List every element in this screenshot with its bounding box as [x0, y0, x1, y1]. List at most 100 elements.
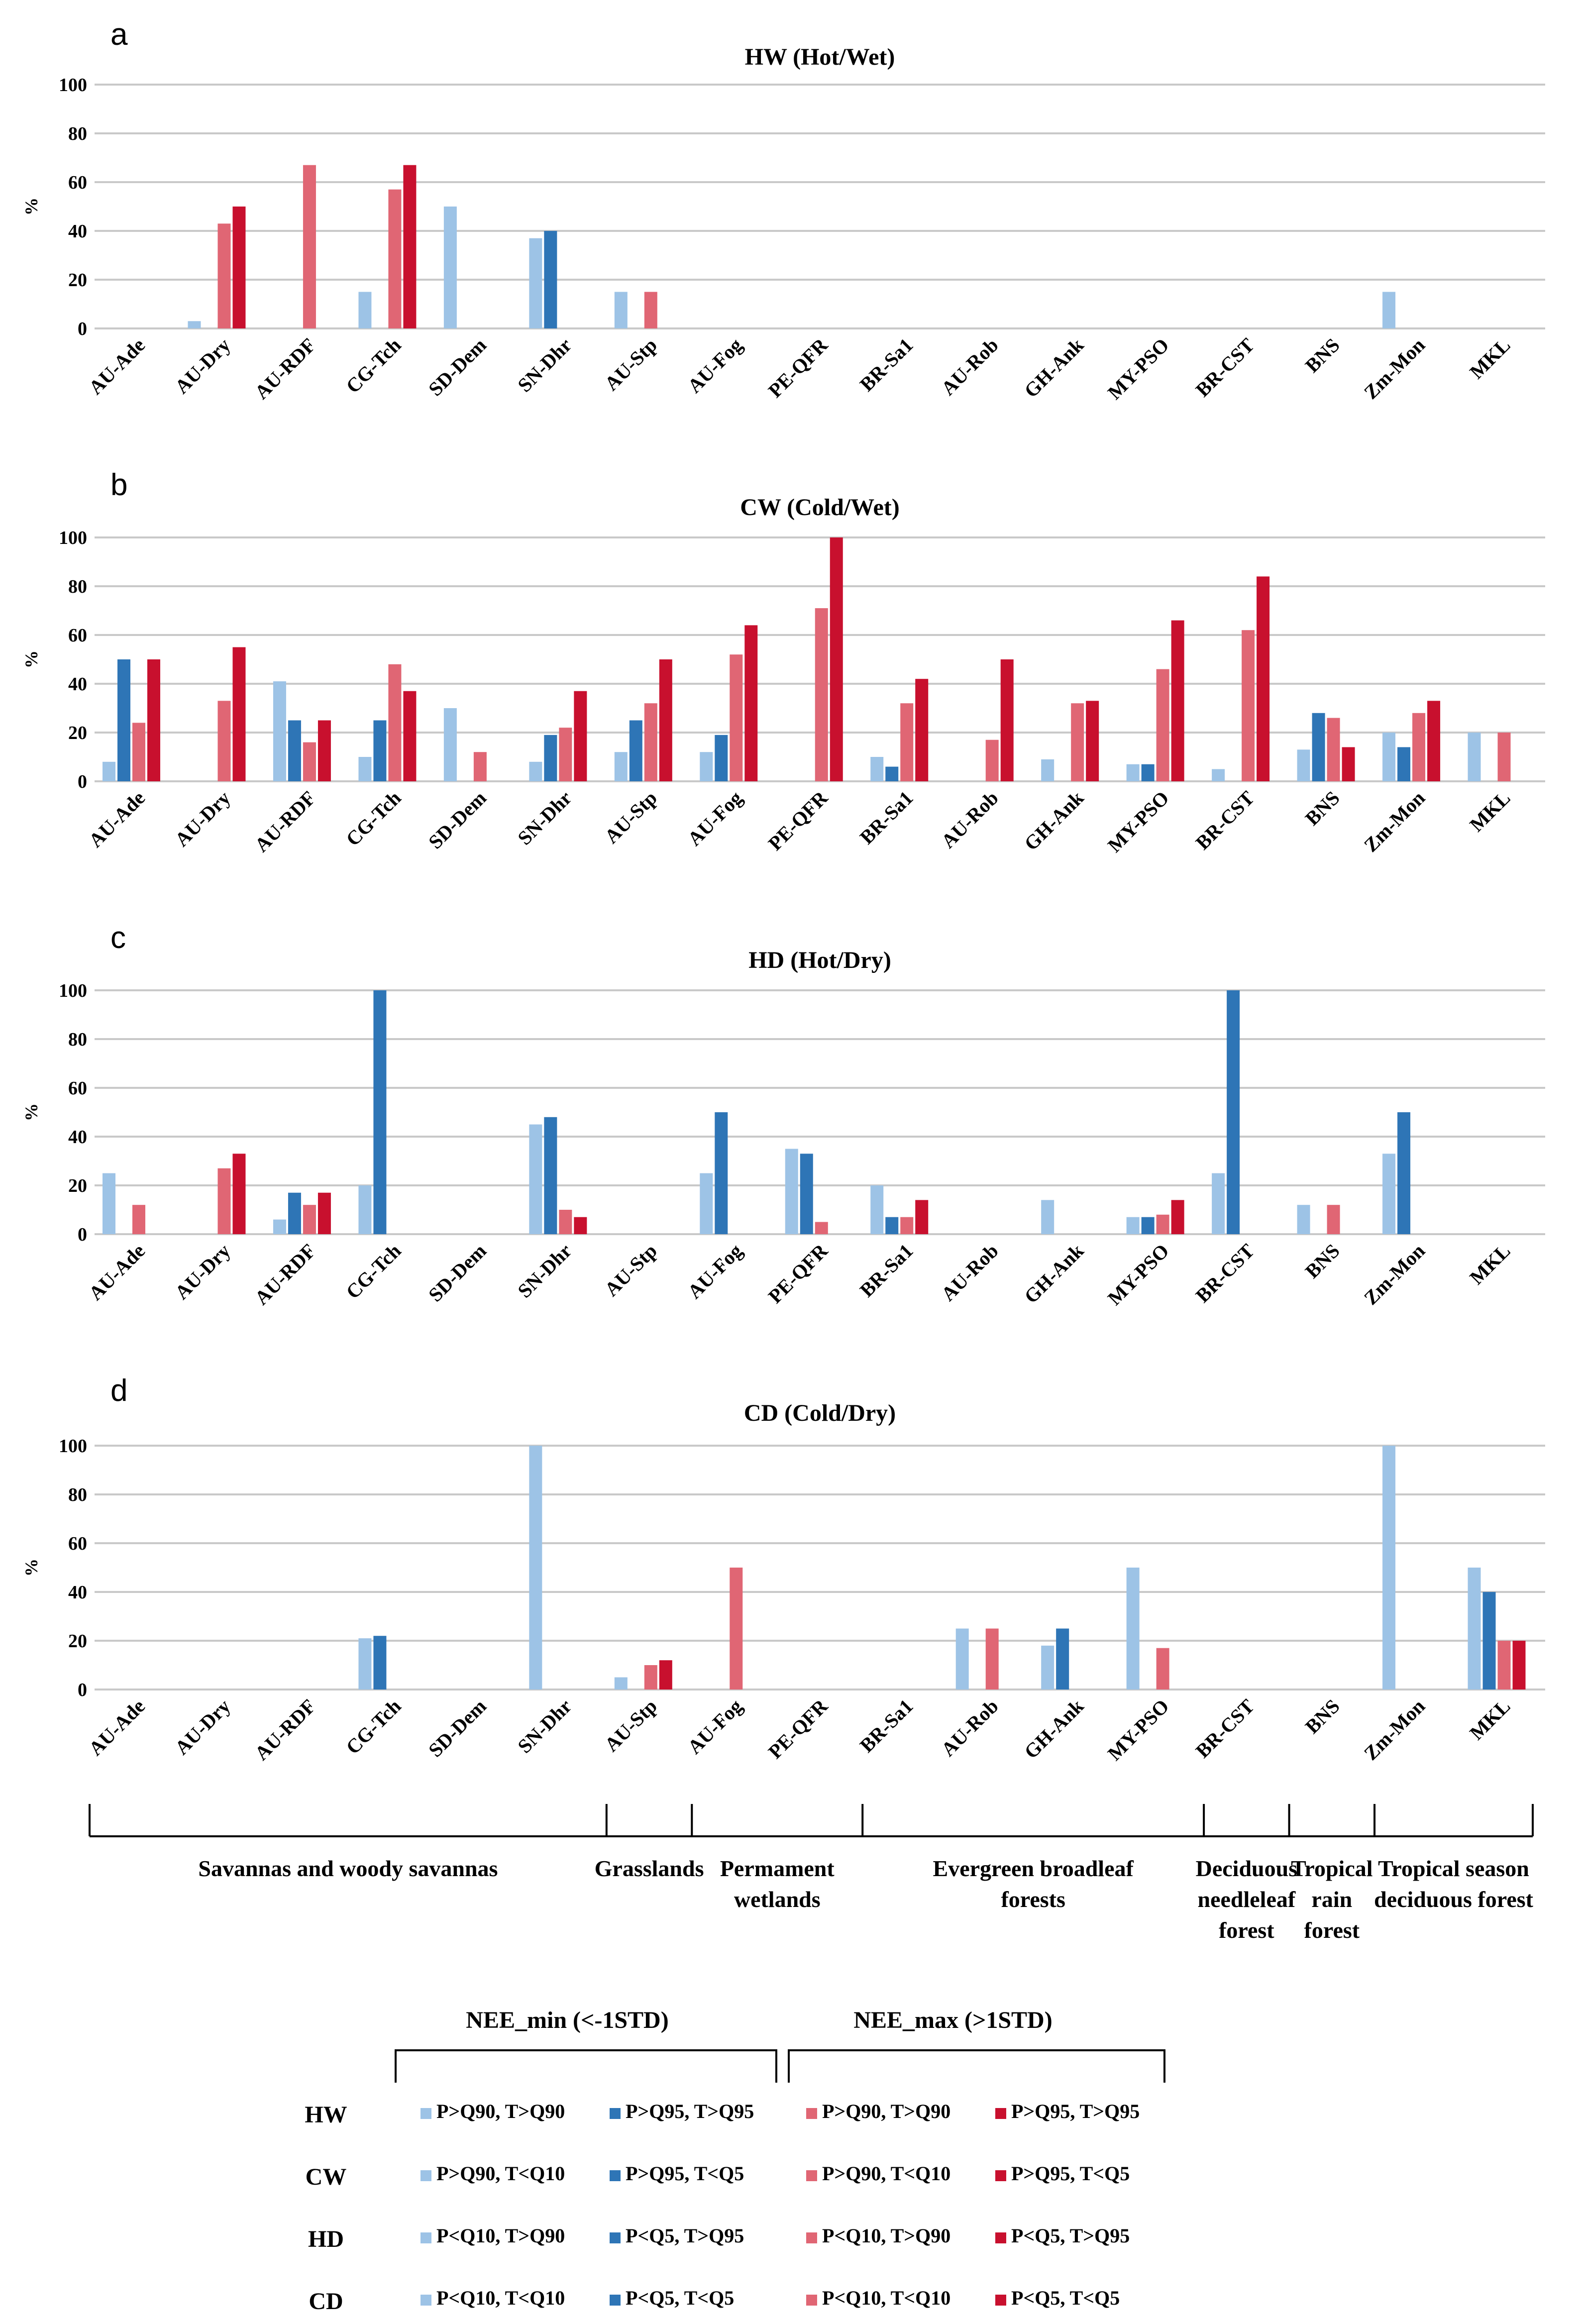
- panel-letter: b: [110, 468, 127, 502]
- x-tick-label: BR-CST: [1191, 333, 1259, 401]
- y-tick-label: 0: [78, 1224, 87, 1245]
- x-tick-label: SD-Dem: [424, 1240, 491, 1306]
- bar-AU-Stp-series-1: [614, 1677, 628, 1690]
- bar-AU-Dry-series-4: [232, 207, 246, 328]
- x-tick-label: MKL: [1465, 334, 1514, 383]
- bar-Zm-Mon-series-4: [1427, 701, 1441, 781]
- bar-AU-Fog-series-2: [715, 735, 728, 781]
- bar-CG-Tch-series-2: [373, 1636, 387, 1690]
- x-tick-label: MY-PSO: [1103, 1695, 1173, 1765]
- x-tick-label: MY-PSO: [1103, 334, 1173, 404]
- legend-entry-label: P>Q95, T>Q95: [626, 2100, 754, 2122]
- bar-AU-Dry-series-3: [217, 1168, 231, 1234]
- bar-AU-Stp-series-3: [644, 703, 657, 781]
- x-tick-label: AU-Fog: [683, 1240, 747, 1303]
- x-tick-label: SD-Dem: [424, 787, 491, 853]
- bar-Zm-Mon-series-1: [1382, 1154, 1396, 1234]
- bar-AU-Rob-series-1: [955, 1628, 969, 1690]
- y-tick-label: 60: [68, 1078, 87, 1099]
- group-label: Grasslands: [595, 1856, 704, 1881]
- legend-entry-label: P<Q10, T>Q90: [436, 2224, 565, 2247]
- legend-swatch: [610, 2295, 621, 2306]
- legend-header-nee-min: NEE_min (<-1STD): [466, 2007, 668, 2033]
- bar-AU-Dry-series-3: [217, 223, 231, 328]
- bar-MY-PSO-series-4: [1171, 620, 1184, 781]
- bar-MKL-series-2: [1482, 1592, 1496, 1690]
- y-axis-label: %: [21, 650, 41, 668]
- legend-swatch: [806, 2108, 817, 2119]
- x-tick-label: AU-Stp: [600, 1240, 661, 1301]
- bar-BR-CST-series-2: [1227, 990, 1240, 1234]
- bar-AU-Ade-series-3: [132, 723, 145, 781]
- x-tick-label: PE-QFR: [764, 1239, 833, 1308]
- bar-SN-Dhr-series-4: [574, 691, 587, 781]
- y-tick-label: 100: [59, 1436, 87, 1457]
- bar-AU-RDF-series-3: [303, 1205, 316, 1234]
- bar-MY-PSO-series-2: [1141, 1217, 1155, 1234]
- group-label: Tropical season: [1378, 1856, 1529, 1881]
- x-tick-label: AU-Fog: [683, 787, 747, 850]
- x-tick-label: AU-Fog: [683, 1695, 747, 1759]
- bar-AU-Ade-series-3: [132, 1205, 145, 1234]
- y-tick-label: 100: [59, 528, 87, 548]
- x-tick-label: SD-Dem: [424, 1695, 491, 1762]
- legend-swatch: [995, 2232, 1006, 2243]
- bar-AU-Stp-series-1: [614, 752, 628, 781]
- bar-SN-Dhr-series-1: [529, 1446, 542, 1690]
- legend-entry-label: P>Q95, T<Q5: [626, 2162, 744, 2185]
- panel-title: CD (Cold/Dry): [744, 1400, 896, 1426]
- group-label: Tropical: [1291, 1856, 1372, 1881]
- bar-AU-RDF-series-2: [288, 1192, 301, 1234]
- y-tick-label: 80: [68, 1484, 87, 1505]
- x-tick-label: BR-CST: [1191, 1239, 1259, 1307]
- x-tick-label: Zm-Mon: [1360, 787, 1429, 856]
- bar-MY-PSO-series-3: [1156, 669, 1169, 781]
- bar-SN-Dhr-series-2: [544, 1117, 557, 1234]
- bar-AU-Stp-series-3: [644, 292, 657, 328]
- x-tick-label: GH-Ank: [1020, 333, 1088, 402]
- bar-BNS-series-3: [1327, 718, 1340, 781]
- panel-title: HD (Hot/Dry): [748, 947, 891, 973]
- panel-title: HW (Hot/Wet): [745, 44, 895, 70]
- x-tick-label: Zm-Mon: [1360, 1240, 1429, 1309]
- bar-BNS-series-2: [1312, 713, 1325, 781]
- bar-BR-Sa1-series-2: [885, 1217, 899, 1234]
- group-label: Evergreen broadleaf: [933, 1856, 1134, 1881]
- bar-MY-PSO-series-3: [1156, 1648, 1169, 1690]
- legend-row-label: HW: [305, 2102, 347, 2128]
- legend-swatch: [421, 2295, 431, 2306]
- bar-MY-PSO-series-2: [1141, 764, 1155, 781]
- bar-AU-Ade-series-1: [103, 761, 115, 781]
- bar-PE-QFR-series-3: [815, 1222, 828, 1234]
- bar-PE-QFR-series-2: [800, 1154, 813, 1234]
- legend-entry-label: P<Q10, T<Q10: [436, 2287, 565, 2309]
- legend-entry-label: P>Q90, T>Q90: [822, 2100, 950, 2122]
- x-tick-label: GH-Ank: [1020, 1694, 1088, 1763]
- x-tick-label: PE-QFR: [764, 1694, 833, 1763]
- y-tick-label: 20: [68, 723, 87, 743]
- y-tick-label: 60: [68, 172, 87, 193]
- bar-MKL-series-3: [1497, 733, 1511, 781]
- bar-AU-RDF-series-1: [273, 681, 286, 781]
- legend-bracket-max: [788, 2049, 1165, 2083]
- panel-title: CW (Cold/Wet): [740, 494, 899, 521]
- legend-bracket-min: [395, 2049, 777, 2083]
- x-tick-label: AU-Fog: [683, 334, 747, 398]
- bar-MY-PSO-series-1: [1126, 1217, 1140, 1234]
- bar-Zm-Mon-series-1: [1382, 292, 1396, 328]
- y-tick-label: 20: [68, 1631, 87, 1652]
- legend-swatch: [610, 2232, 621, 2243]
- group-label: forests: [1001, 1887, 1065, 1912]
- y-axis-label: %: [21, 1559, 41, 1577]
- bar-SN-Dhr-series-3: [559, 1210, 572, 1234]
- x-tick-label: BR-Sa1: [855, 787, 918, 849]
- bar-AU-Stp-series-4: [659, 1660, 672, 1690]
- bar-GH-Ank-series-1: [1041, 1200, 1054, 1234]
- legend-entry-label: P<Q5, T>Q95: [1011, 2224, 1130, 2247]
- x-tick-label: MKL: [1465, 787, 1514, 836]
- x-tick-label: AU-Rob: [937, 334, 1002, 400]
- bar-AU-Stp-series-1: [614, 292, 628, 328]
- bar-AU-Ade-series-4: [147, 659, 160, 781]
